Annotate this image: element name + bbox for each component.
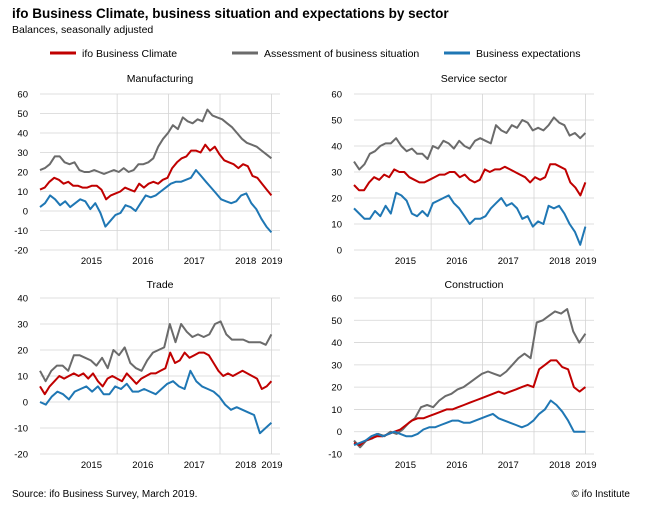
panel-title: Construction bbox=[445, 279, 504, 291]
x-tick-label: 2015 bbox=[395, 256, 416, 267]
y-tick-label: 60 bbox=[17, 90, 28, 101]
x-tick-label: 2018 bbox=[549, 460, 570, 471]
series-line-climate bbox=[353, 163, 587, 197]
source-note: Source: ifo Business Survey, March 2019. bbox=[12, 489, 197, 500]
y-tick-label: 0 bbox=[337, 427, 342, 438]
series-line-situation bbox=[353, 308, 587, 449]
y-tick-label: 10 bbox=[17, 187, 28, 198]
x-tick-label: 2015 bbox=[395, 460, 416, 471]
series-line-expectations bbox=[39, 369, 273, 435]
y-tick-label: 20 bbox=[17, 346, 28, 357]
legend-label-situation: Assessment of business situation bbox=[264, 48, 419, 60]
x-tick-label: 2017 bbox=[184, 256, 205, 267]
y-tick-label: 50 bbox=[331, 316, 342, 327]
x-tick-label: 2015 bbox=[81, 256, 102, 267]
y-tick-label: 40 bbox=[331, 142, 342, 153]
y-tick-label: 60 bbox=[331, 294, 342, 305]
y-tick-label: 40 bbox=[331, 338, 342, 349]
x-tick-label: 2016 bbox=[446, 460, 467, 471]
x-tick-label: 2015 bbox=[81, 460, 102, 471]
y-tick-label: 30 bbox=[17, 320, 28, 331]
y-tick-label: 20 bbox=[331, 383, 342, 394]
series-line-expectations bbox=[39, 169, 273, 234]
legend-label-expectations: Business expectations bbox=[476, 48, 580, 60]
panel-manufacturing: Manufacturing -20 -10 0 10 20 30 40 50 60 2015 2016… bbox=[14, 73, 282, 267]
legend-label-climate: ifo Business Climate bbox=[82, 48, 177, 60]
y-tick-label: 30 bbox=[17, 148, 28, 159]
series-line-situation bbox=[39, 320, 273, 383]
x-tick-label: 2019 bbox=[261, 256, 282, 267]
y-tick-label: 30 bbox=[331, 168, 342, 179]
y-tick-label: 30 bbox=[331, 360, 342, 371]
panel-trade: Trade -20 -10 0 10 20 30 40 2015 2016 2017 2018 2019 bbox=[14, 279, 282, 471]
x-tick-label: 2018 bbox=[235, 460, 256, 471]
x-tick-label: 2017 bbox=[498, 460, 519, 471]
x-tick-label: 2016 bbox=[132, 460, 153, 471]
y-tick-label: 50 bbox=[331, 116, 342, 127]
series-line-situation bbox=[39, 108, 273, 175]
x-tick-label: 2018 bbox=[235, 256, 256, 267]
series-line-climate bbox=[39, 143, 273, 201]
y-tick-label: 40 bbox=[17, 294, 28, 305]
y-tick-label: 10 bbox=[17, 372, 28, 383]
x-tick-label: 2016 bbox=[132, 256, 153, 267]
panel-title: Trade bbox=[146, 279, 173, 291]
x-tick-label: 2017 bbox=[498, 256, 519, 267]
y-tick-label: 40 bbox=[17, 129, 28, 140]
series-line-climate bbox=[39, 351, 273, 396]
series-line-expectations bbox=[353, 191, 587, 246]
panel-title: Service sector bbox=[441, 73, 508, 85]
series-line-situation bbox=[353, 116, 587, 171]
y-tick-label: -20 bbox=[14, 246, 28, 257]
y-tick-label: 0 bbox=[337, 246, 342, 257]
x-tick-label: 2018 bbox=[549, 256, 570, 267]
y-tick-label: 10 bbox=[331, 405, 342, 416]
x-tick-label: 2019 bbox=[575, 256, 596, 267]
x-tick-label: 2019 bbox=[575, 460, 596, 471]
y-tick-label: -10 bbox=[14, 424, 28, 435]
y-tick-label: 0 bbox=[23, 207, 28, 218]
chart-subtitle: Balances, seasonally adjusted bbox=[12, 24, 153, 36]
y-tick-label: -10 bbox=[14, 226, 28, 237]
x-tick-label: 2019 bbox=[261, 460, 282, 471]
panel-service-sector: Service sector 0 10 20 30 40 50 60 2015 2016 2017 2… bbox=[331, 73, 596, 267]
y-tick-label: 10 bbox=[331, 220, 342, 231]
x-tick-label: 2016 bbox=[446, 256, 467, 267]
chart-title: ifo Business Climate, business situation… bbox=[12, 6, 449, 21]
x-tick-label: 2017 bbox=[184, 460, 205, 471]
credit-note: © ifo Institute bbox=[571, 489, 630, 500]
y-tick-label: 20 bbox=[331, 194, 342, 205]
y-tick-label: 60 bbox=[331, 90, 342, 101]
panel-title: Manufacturing bbox=[127, 73, 194, 85]
legend: ifo Business Climate Assessment of busin… bbox=[50, 48, 580, 60]
y-tick-label: 50 bbox=[17, 109, 28, 120]
y-tick-label: 0 bbox=[23, 398, 28, 409]
y-tick-label: -20 bbox=[14, 450, 28, 461]
series-line-expectations bbox=[353, 399, 586, 447]
y-tick-label: -10 bbox=[328, 450, 342, 461]
panel-construction: Construction -10 0 10 20 30 40 50 60 2015 2016 2017… bbox=[328, 279, 596, 471]
y-tick-label: 20 bbox=[17, 168, 28, 179]
